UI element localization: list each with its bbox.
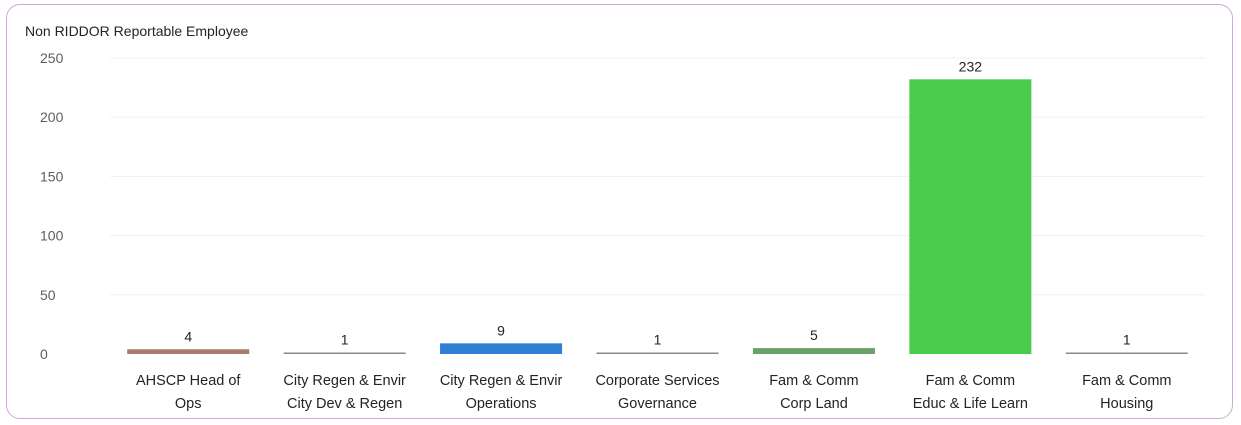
category-label-line: City Regen & Envir: [283, 373, 406, 389]
y-tick-label: 200: [40, 109, 64, 125]
category-label-line: Fam & Comm: [769, 373, 858, 389]
category-label-line: Corporate Services: [595, 373, 719, 389]
data-label: 4: [184, 328, 192, 344]
category-label-line: Operations: [466, 396, 537, 412]
category-label-line: AHSCP Head of: [136, 373, 241, 389]
data-label: 1: [341, 332, 349, 348]
data-label: 5: [810, 327, 818, 343]
data-label: 1: [1123, 332, 1131, 348]
bar[interactable]: [596, 352, 719, 355]
y-tick-label: 0: [40, 346, 48, 362]
category-label-line: City Dev & Regen: [287, 396, 402, 412]
bars: [127, 79, 1188, 354]
data-label: 9: [497, 322, 505, 338]
bar[interactable]: [909, 79, 1032, 354]
category-label: Fam & Comm Educ & Life Learn: [913, 373, 1028, 412]
category-label-line: Educ & Life Learn: [913, 396, 1028, 412]
y-tick-label: 100: [40, 228, 64, 244]
bar[interactable]: [127, 349, 250, 354]
bar[interactable]: [283, 352, 406, 355]
bar[interactable]: [440, 343, 563, 354]
category-label-line: Ops: [175, 396, 202, 412]
bar[interactable]: [752, 348, 875, 354]
y-tick-label: 50: [40, 287, 56, 303]
data-label: 1: [654, 332, 662, 348]
category-label-line: Fam & Comm: [926, 373, 1015, 389]
category-label-line: City Regen & Envir: [440, 373, 563, 389]
category-label-line: Fam & Comm: [1082, 373, 1171, 389]
category-label-line: Governance: [618, 396, 697, 412]
y-axis-ticks: 0 50 100 150 200 250: [40, 50, 64, 362]
bar[interactable]: [1065, 352, 1188, 355]
y-tick-label: 250: [40, 50, 64, 66]
y-tick-label: 150: [40, 168, 64, 184]
gridlines: [110, 57, 1205, 296]
chart-title: Non RIDDOR Reportable Employee: [25, 23, 249, 39]
data-labels: 4 1 9 1 5 232 1: [184, 58, 1131, 347]
category-label: City Regen & Envir City Dev & Regen: [283, 373, 406, 412]
category-label: Fam & Comm Corp Land: [769, 373, 858, 412]
category-label: Corporate Services Governance: [595, 373, 719, 412]
category-label-line: Corp Land: [780, 396, 848, 412]
category-label: Fam & Comm Housing: [1082, 373, 1171, 412]
category-label: AHSCP Head of Ops: [136, 373, 241, 412]
data-label: 232: [959, 58, 983, 74]
category-label-line: Housing: [1100, 396, 1153, 412]
category-label: City Regen & Envir Operations: [440, 373, 563, 412]
category-labels: AHSCP Head of Ops City Regen & Envir City D…: [136, 373, 1172, 412]
